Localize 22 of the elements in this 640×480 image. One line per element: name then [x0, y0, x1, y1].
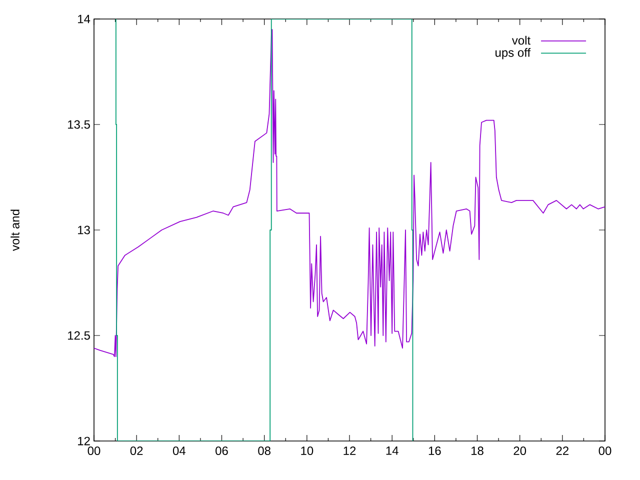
x-tick-label: 14 — [386, 446, 398, 455]
x-tick-label: 12 — [344, 446, 356, 455]
x-tick-label: 06 — [216, 446, 228, 456]
x-tick-label: 04 — [172, 446, 186, 456]
x-tick-label: 16 — [428, 446, 441, 456]
y-tick-label: 13 — [78, 226, 90, 234]
legend-label: ups off — [496, 48, 531, 60]
x-tick-label: 20 — [514, 446, 526, 456]
y-axis-title: volt and — [10, 210, 20, 251]
line-series — [115, 19, 414, 441]
x-tick-label: 22 — [556, 446, 568, 455]
y-tick-label: 12.5 — [68, 331, 90, 340]
y-tick-label: 12 — [78, 436, 90, 446]
x-tick-label: 02 — [130, 446, 143, 456]
x-tick-label: 08 — [258, 446, 270, 456]
y-tick-label: 14 — [78, 14, 90, 24]
y-tick-label: 13.5 — [68, 120, 90, 129]
legend-label: volt — [512, 36, 530, 45]
x-tick-label: 10 — [301, 446, 314, 456]
x-tick-label: 00 — [598, 446, 612, 456]
x-tick-label: 00 — [88, 446, 100, 456]
x-tick-label: 18 — [471, 446, 484, 456]
